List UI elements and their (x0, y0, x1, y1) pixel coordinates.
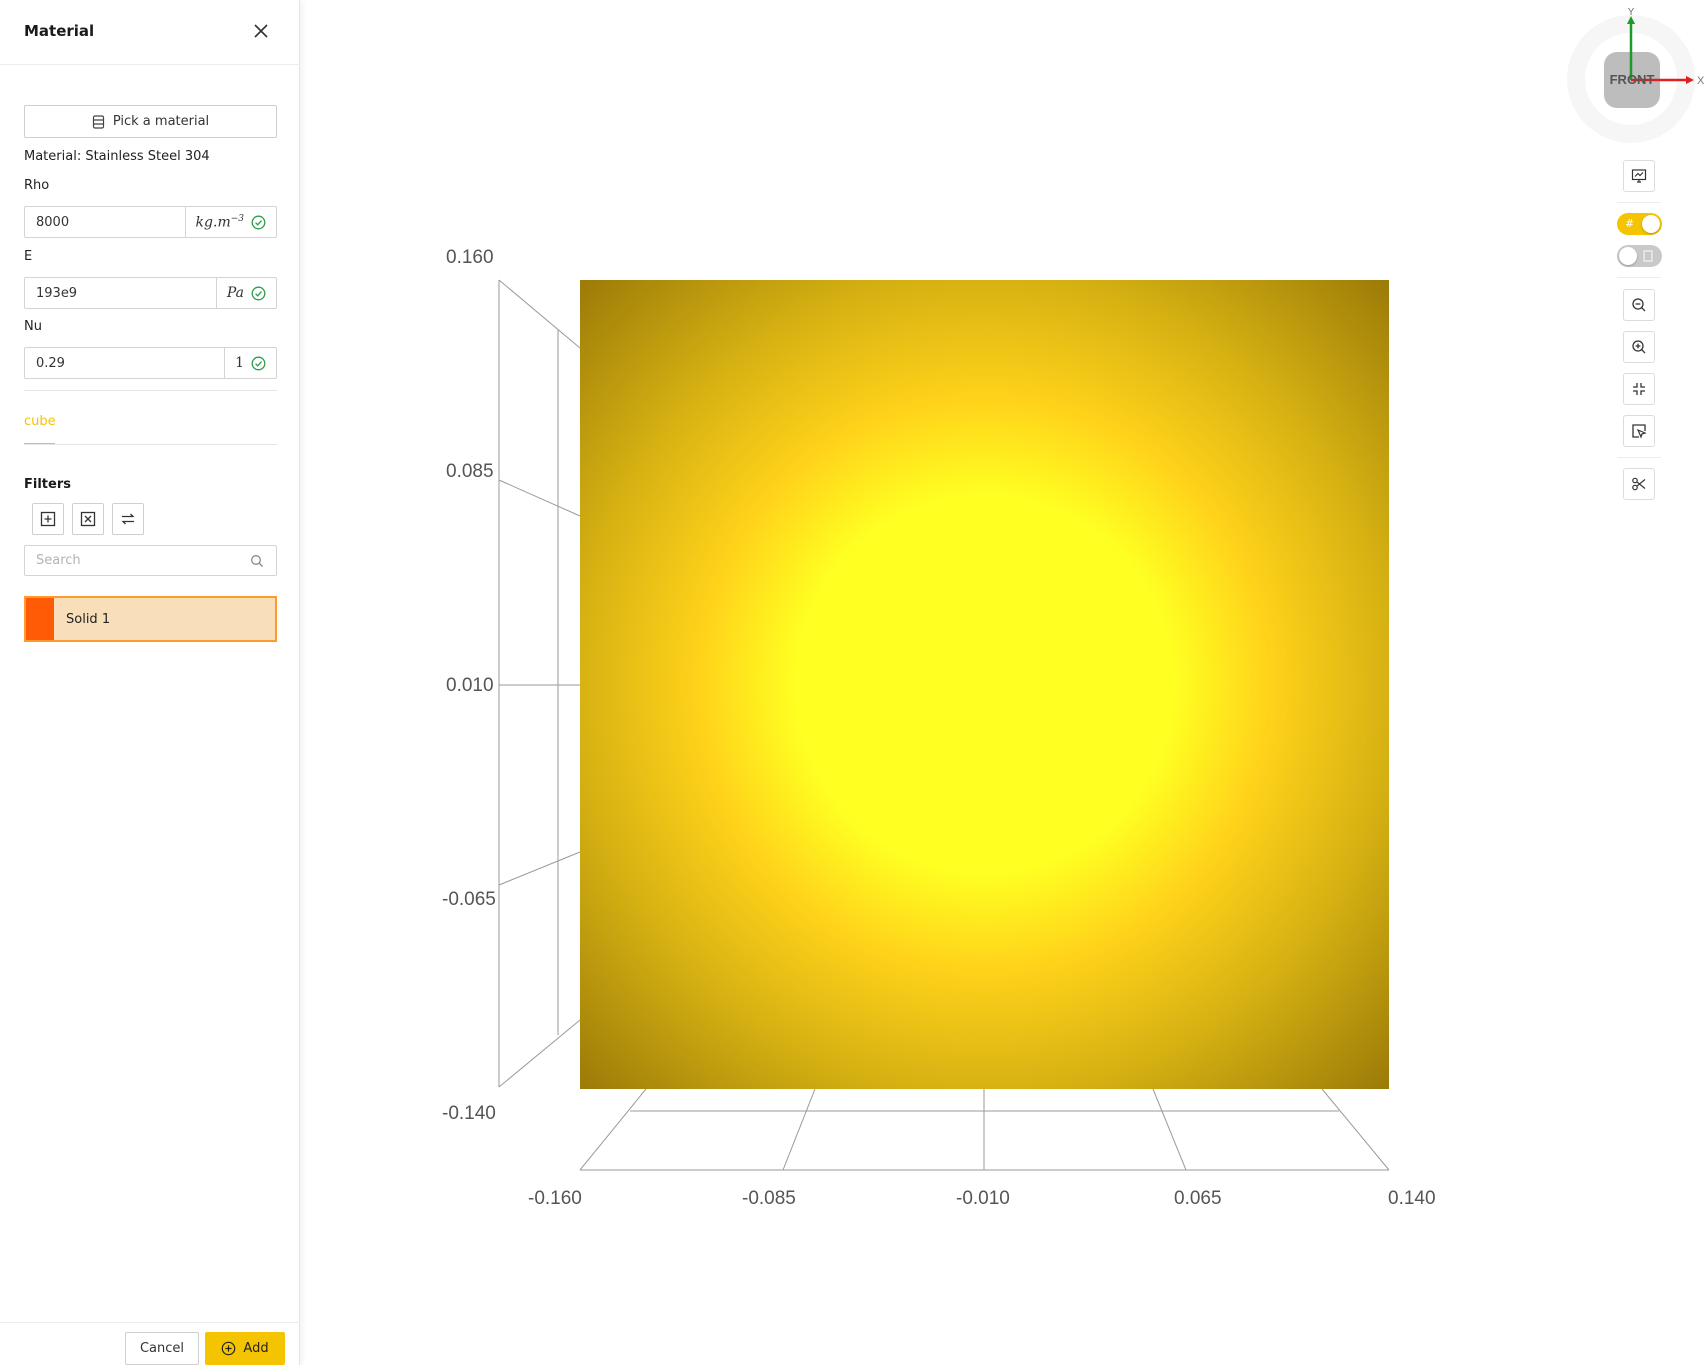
e-label: E (24, 249, 33, 264)
zoom-out-button[interactable] (1623, 289, 1655, 321)
cube-outline-icon (1643, 250, 1653, 262)
y-axis-arrowhead (1627, 16, 1635, 24)
toggle-knob (1642, 215, 1660, 233)
view-cube[interactable]: FRONT Y X (1565, 8, 1705, 148)
screenshot-button[interactable] (1623, 160, 1655, 192)
rho-unit: kg.m−3 (184, 207, 276, 237)
valid-check-icon (251, 356, 266, 370)
cube-surface[interactable] (580, 280, 1389, 1089)
e-unit: Pa (215, 278, 276, 308)
x-axis-labels: -0.160 -0.085 -0.010 0.065 0.140 (528, 1188, 1436, 1209)
toggle-knob (1619, 247, 1637, 265)
x-tick-label: 0.140 (1388, 1188, 1436, 1209)
nu-unit-text: 1 (235, 355, 244, 371)
grid-lines (498, 279, 1390, 1171)
x-square-icon (80, 511, 96, 527)
y-tick-label: -0.140 (442, 1103, 496, 1124)
cut-icon (1632, 477, 1646, 491)
grid-toggle[interactable]: # (1617, 213, 1662, 235)
valid-check-icon (251, 215, 266, 229)
y-tick-label: 0.085 (446, 461, 494, 482)
nu-input[interactable] (25, 348, 225, 378)
divider (24, 390, 277, 391)
panel-title: Material (24, 22, 95, 40)
pick-material-button[interactable]: Pick a material (24, 105, 277, 138)
select-button[interactable] (1623, 415, 1655, 447)
grid-toggle-glyph: # (1625, 217, 1635, 230)
select-icon (1632, 424, 1647, 439)
y-axis-label: Y (1627, 8, 1635, 18)
search-icon (251, 554, 263, 567)
x-tick-label: -0.010 (956, 1188, 1010, 1209)
database-icon (92, 114, 104, 129)
rho-unit-text: kg.m (195, 214, 231, 231)
y-axis-labels: 0.160 0.085 0.010 -0.065 -0.140 (442, 247, 496, 1124)
swap-selection-button[interactable] (112, 503, 144, 535)
solid-color-swatch (26, 598, 54, 640)
add-button[interactable]: Add (205, 1332, 285, 1365)
pick-material-label: Pick a material (112, 114, 210, 129)
solid-list-item[interactable]: Solid 1 (24, 596, 277, 642)
3d-viewport[interactable]: 0.160 0.085 0.010 -0.065 -0.140 -0.160 -… (300, 0, 1707, 1365)
close-icon[interactable] (250, 20, 272, 42)
zoom-in-button[interactable] (1623, 331, 1655, 363)
rho-input[interactable] (25, 207, 185, 237)
search-input[interactable] (25, 553, 250, 568)
x-axis-label: X (1697, 75, 1705, 87)
add-label: Add (243, 1341, 269, 1356)
rho-field: kg.m−3 (24, 206, 277, 238)
toolbar-divider (1617, 277, 1661, 278)
valid-check-icon (251, 286, 266, 300)
rho-unit-exp: −3 (230, 213, 244, 224)
fit-view-button[interactable] (1623, 373, 1655, 405)
screenshot-icon (1631, 169, 1647, 183)
zoom-in-icon (1632, 340, 1646, 354)
filters-title: Filters (24, 477, 71, 492)
x-axis-arrowhead (1686, 76, 1694, 84)
e-field: Pa (24, 277, 277, 309)
search-field (24, 545, 277, 576)
material-name: Material: Stainless Steel 304 (24, 149, 210, 164)
x-tick-label: 0.065 (1174, 1188, 1222, 1209)
nu-unit: 1 (224, 348, 276, 378)
x-tick-label: -0.160 (528, 1188, 582, 1209)
fit-view-icon (1633, 383, 1645, 395)
panel-footer (0, 1322, 300, 1365)
y-tick-label: 0.160 (446, 247, 494, 268)
cancel-button[interactable]: Cancel (125, 1332, 199, 1365)
x-tick-label: -0.085 (742, 1188, 796, 1209)
plus-circle-icon (222, 1341, 236, 1356)
toolbar-divider (1617, 202, 1661, 203)
material-panel: Material Pick a material Material: Stain… (0, 0, 300, 1365)
cut-button[interactable] (1623, 468, 1655, 500)
solid-label: Solid 1 (66, 611, 111, 627)
e-input[interactable] (25, 278, 216, 308)
unselect-all-button[interactable] (72, 503, 104, 535)
y-tick-label: 0.010 (446, 675, 494, 696)
y-tick-label: -0.065 (442, 889, 496, 910)
nu-label: Nu (24, 319, 42, 334)
toolbar-divider (1617, 457, 1661, 458)
e-unit-text: Pa (226, 285, 244, 301)
tabs-divider (24, 444, 277, 445)
plus-square-icon (40, 511, 56, 527)
swap-icon (121, 513, 135, 525)
tab-cube[interactable]: cube (24, 414, 56, 429)
panel-header: Material (0, 0, 300, 65)
display-toggle[interactable] (1617, 245, 1662, 267)
zoom-out-icon (1632, 298, 1646, 312)
scene-canvas[interactable]: 0.160 0.085 0.010 -0.065 -0.140 -0.160 -… (300, 0, 1707, 1365)
rho-label: Rho (24, 178, 50, 193)
nu-field: 1 (24, 347, 277, 379)
select-all-button[interactable] (32, 503, 64, 535)
view-cube-face-label: FRONT (1610, 72, 1655, 87)
